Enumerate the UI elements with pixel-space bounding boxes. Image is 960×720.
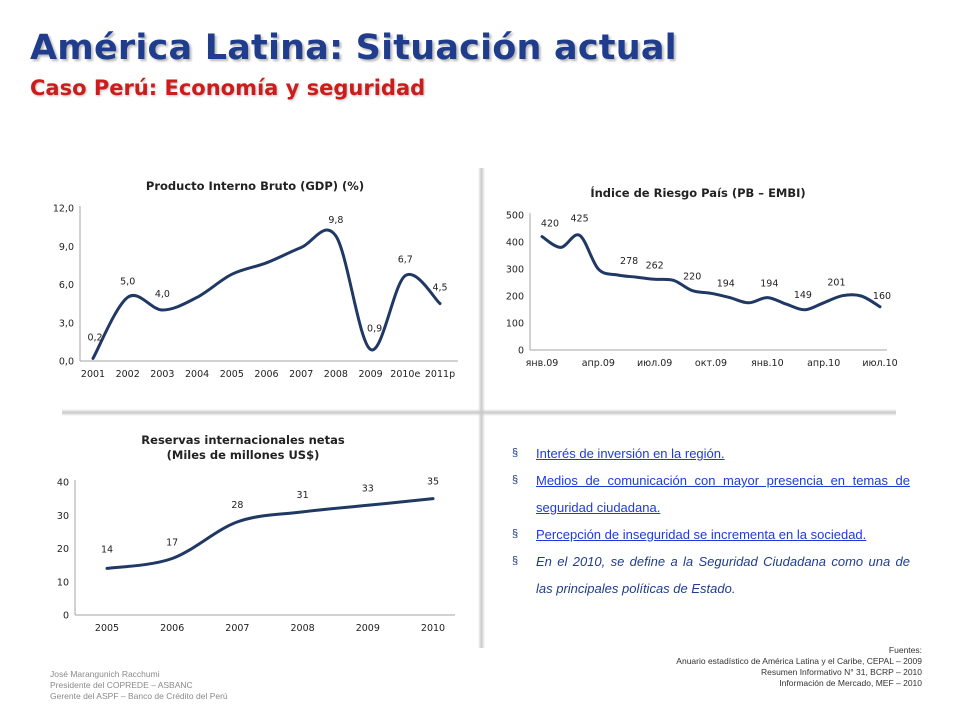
y-tick-label: 10	[57, 577, 69, 588]
vertical-divider	[478, 168, 485, 648]
data-label: 0,2	[87, 332, 102, 343]
gdp-chart: Producto Interno Bruto (GDP) (%) 0,0 3,0 6…	[53, 179, 458, 380]
data-label: 194	[717, 279, 735, 290]
data-label: 35	[427, 477, 439, 488]
data-label: 149	[794, 290, 812, 301]
data-label: 28	[231, 500, 243, 511]
reserves-chart-subtitle: (Miles de millones US$)	[167, 448, 320, 462]
x-tick-label: окт.09	[695, 358, 727, 369]
x-tick-label: 2008	[291, 623, 315, 634]
data-label: 220	[683, 272, 701, 283]
bullet-link-percepcion[interactable]: Percepción de inseguridad se incrementa …	[536, 527, 867, 542]
data-label: 4,5	[432, 283, 447, 294]
x-tick-label: 2007	[225, 623, 249, 634]
author-name: José Marangunich Racchumi	[50, 669, 160, 679]
series-line	[540, 233, 882, 312]
author-role-1: Presidente del COPREDE – ASBANC	[50, 680, 193, 690]
data-label: 33	[362, 483, 374, 494]
y-tick-label: 6,0	[59, 280, 74, 291]
x-tick-label: 2006	[160, 623, 184, 634]
y-tick-label: 100	[506, 319, 524, 330]
bullet-text-politica: En el 2010, se define a la Seguridad Ciu…	[536, 554, 910, 596]
y-tick-label: 300	[506, 265, 524, 276]
data-label: 420	[541, 219, 559, 230]
y-tick-label: 12,0	[53, 204, 74, 215]
x-tick-label: янв.09	[526, 358, 559, 369]
data-label: 160	[873, 291, 891, 302]
y-tick-label: 20	[57, 544, 69, 555]
y-tick-label: 30	[57, 511, 69, 522]
source-item: Resumen Informativo N° 31, BCRP – 2010	[760, 667, 922, 677]
x-tick-label: июл.10	[862, 358, 897, 369]
x-tick-label: апр.09	[582, 358, 615, 369]
y-tick-label: 0	[63, 611, 69, 622]
data-label: 262	[646, 260, 664, 271]
gdp-chart-title: Producto Interno Bruto (GDP) (%)	[146, 179, 364, 193]
x-tick-label: 2002	[116, 369, 140, 380]
page-subtitle: Caso Perú: Economía y seguridad	[30, 76, 426, 100]
data-label: 31	[297, 490, 309, 501]
x-tick-label: июл.09	[637, 358, 672, 369]
source-item: Información de Mercado, MEF – 2010	[779, 678, 922, 688]
horizontal-divider	[62, 409, 896, 416]
series-line	[105, 497, 435, 570]
y-tick-label: 0,0	[59, 357, 74, 368]
data-label: 0,9	[367, 324, 382, 335]
bullet-marker: §	[512, 528, 519, 540]
bullet-marker: §	[512, 447, 519, 459]
x-tick-label: апр.10	[807, 358, 840, 369]
data-label: 14	[101, 544, 113, 555]
data-label: 6,7	[398, 255, 413, 266]
reserves-chart: Reservas internacionales netas (Miles de…	[57, 433, 455, 634]
y-tick-label: 200	[506, 292, 524, 303]
data-label: 194	[760, 279, 778, 290]
x-tick-label: 2009	[356, 623, 380, 634]
series-line	[91, 228, 442, 360]
embi-chart-title: Índice de Riesgo País (PB – EMBI)	[590, 185, 805, 200]
source-item: Anuario estadístico de América Latina y …	[676, 656, 922, 666]
x-tick-label: 2004	[185, 369, 209, 380]
embi-chart: Índice de Riesgo País (PB – EMBI) 0 100 20…	[506, 185, 898, 369]
data-label: 425	[570, 213, 588, 224]
y-tick-label: 3,0	[59, 318, 74, 329]
author-block: José Marangunich Racchumi Presidente del…	[50, 669, 228, 702]
x-tick-label: 2001	[81, 369, 105, 380]
x-tick-label: 2006	[254, 369, 278, 380]
page-title: América Latina: Situación actual	[30, 28, 677, 68]
bullet-marker: §	[512, 474, 519, 486]
bullet-list: § Interés de inversión en la región. § M…	[510, 440, 910, 602]
sources-block: Fuentes: Anuario estadístico de América …	[676, 645, 922, 689]
bullet-marker: §	[512, 555, 519, 567]
y-tick-label: 0	[518, 346, 524, 357]
x-tick-label: 2008	[324, 369, 348, 380]
bullet-item: § Interés de inversión en la región.	[510, 440, 910, 467]
data-label: 5,0	[120, 276, 135, 287]
bullet-item: § Medios de comunicación con mayor prese…	[510, 467, 910, 521]
y-tick-label: 500	[506, 211, 524, 222]
bullet-item: § En el 2010, se define a la Seguridad C…	[510, 548, 910, 602]
sources-heading: Fuentes:	[888, 645, 922, 655]
data-label: 201	[827, 278, 845, 289]
x-tick-label: 2007	[289, 369, 313, 380]
x-tick-label: 2009	[359, 369, 383, 380]
x-tick-label: 2010	[421, 623, 445, 634]
x-tick-label: 2011p	[425, 369, 455, 380]
y-tick-label: 9,0	[59, 242, 74, 253]
x-tick-label: 2005	[95, 623, 119, 634]
bullet-item: § Percepción de inseguridad se increment…	[510, 521, 910, 548]
data-label: 9,8	[328, 215, 343, 226]
bullet-link-inversion[interactable]: Interés de inversión en la región.	[536, 446, 725, 461]
x-tick-label: 2003	[150, 369, 174, 380]
reserves-chart-title: Reservas internacionales netas	[141, 433, 345, 447]
x-tick-label: 2010e	[390, 369, 420, 380]
y-tick-label: 400	[506, 238, 524, 249]
data-label: 4,0	[155, 289, 170, 300]
data-label: 17	[166, 537, 178, 548]
author-role-2: Gerente del ASPF – Banco de Crédito del …	[50, 691, 228, 701]
x-tick-label: 2005	[220, 369, 244, 380]
bullet-link-medios[interactable]: Medios de comunicación con mayor presenc…	[536, 473, 910, 515]
x-tick-label: янв.10	[751, 358, 784, 369]
y-tick-label: 40	[57, 478, 69, 489]
data-label: 278	[620, 256, 638, 267]
